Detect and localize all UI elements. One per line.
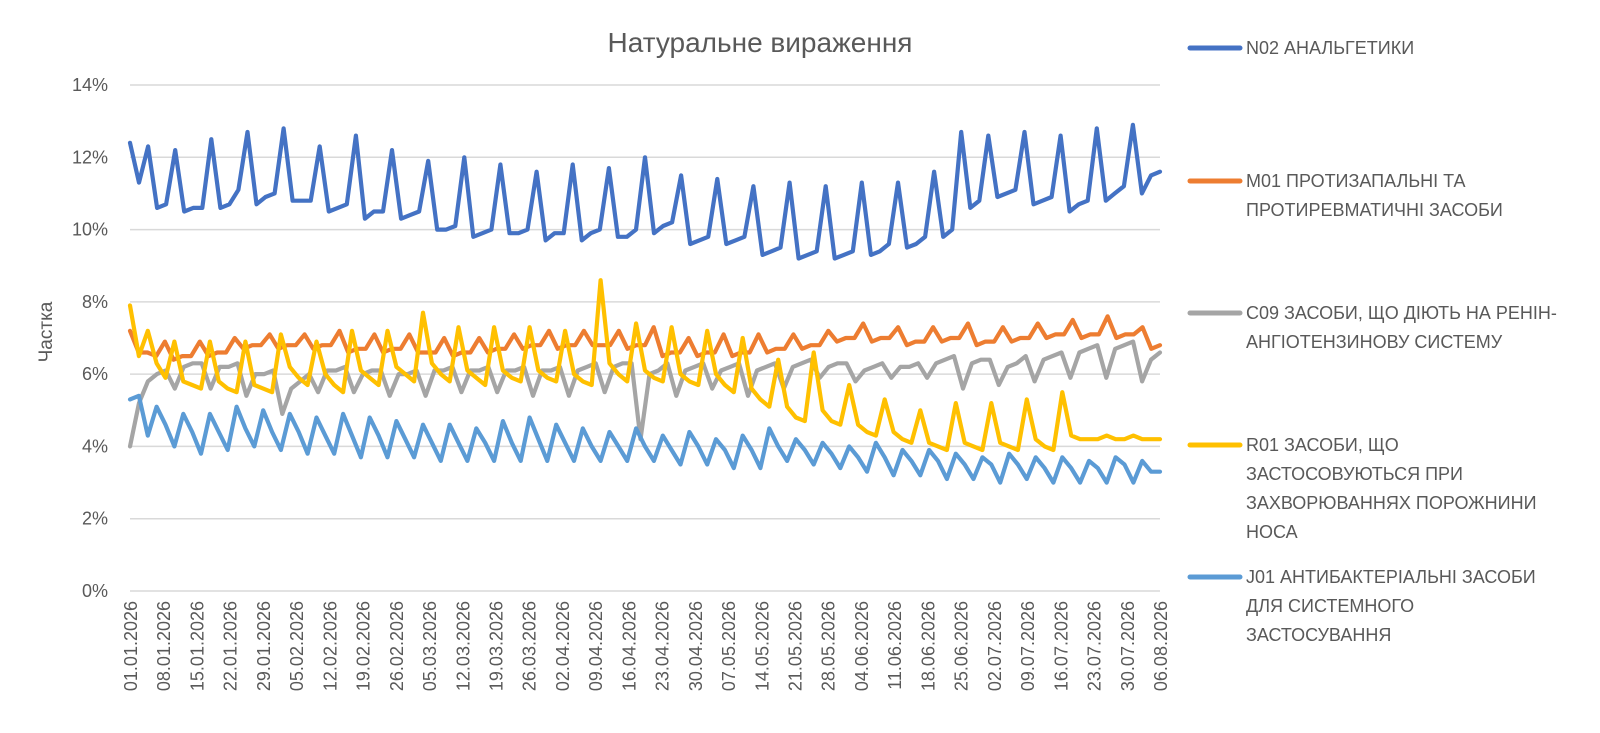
x-tick-label: 14.05.2026 bbox=[752, 601, 772, 691]
x-tick-label: 02.07.2026 bbox=[985, 601, 1005, 691]
x-tick-label: 06.08.2026 bbox=[1151, 601, 1171, 691]
x-tick-label: 04.06.2026 bbox=[852, 601, 872, 691]
x-tick-label: 01.01.2026 bbox=[121, 601, 141, 691]
x-tick-label: 11.06.2026 bbox=[885, 601, 905, 690]
x-tick-label: 23.07.2026 bbox=[1085, 601, 1105, 691]
x-tick-label: 19.02.2026 bbox=[354, 601, 374, 691]
x-tick-label: 26.03.2026 bbox=[520, 601, 540, 691]
series-line-3 bbox=[127, 278, 1163, 453]
legend-label-1: M01 ПРОТИЗАПАЛЬНІ ТА bbox=[1246, 171, 1466, 191]
y-tick-label: 10% bbox=[72, 220, 108, 240]
x-tick-label: 28.05.2026 bbox=[819, 601, 839, 691]
legend-label-2: АНГІОТЕНЗИНОВУ СИСТЕМУ bbox=[1246, 332, 1503, 352]
y-axis-label: Частка bbox=[36, 301, 57, 362]
x-tick-label: 23.04.2026 bbox=[653, 601, 673, 691]
y-tick-label: 4% bbox=[82, 436, 108, 456]
legend-label-4: ЗАСТОСУВАННЯ bbox=[1246, 625, 1391, 645]
x-tick-label: 22.01.2026 bbox=[221, 601, 241, 691]
legend-label-3: ЗАХВОРЮВАННЯХ ПОРОЖНИНИ bbox=[1246, 493, 1537, 513]
x-tick-label: 16.04.2026 bbox=[619, 601, 639, 691]
legend-label-0: N02 АНАЛЬГЕТИКИ bbox=[1246, 38, 1414, 58]
series-line-1 bbox=[127, 314, 1163, 362]
x-tick-label: 29.01.2026 bbox=[254, 601, 274, 691]
x-tick-label: 09.04.2026 bbox=[586, 601, 606, 691]
legend-label-1: ПРОТИРЕВМАТИЧНІ ЗАСОБИ bbox=[1246, 200, 1503, 220]
x-tick-labels: 01.01.2026 08.01.2026 15.01.2026 22.01.2026… bbox=[121, 601, 1171, 691]
x-tick-label: 09.07.2026 bbox=[1018, 601, 1038, 691]
x-tick-label: 21.05.2026 bbox=[786, 601, 806, 691]
x-tick-label: 26.02.2026 bbox=[387, 601, 407, 691]
x-tick-label: 16.07.2026 bbox=[1051, 601, 1071, 691]
series-line-4 bbox=[127, 393, 1163, 485]
legend-label-3: R01 ЗАСОБИ, ЩО bbox=[1246, 435, 1399, 455]
x-tick-label: 30.07.2026 bbox=[1118, 601, 1138, 691]
y-tick-labels: 0% 2% 4% 6% 8% 10% 12% 14% bbox=[72, 75, 108, 601]
x-tick-label: 08.01.2026 bbox=[154, 601, 174, 691]
y-tick-label: 2% bbox=[82, 509, 108, 529]
chart-title: Натуральне вираження bbox=[608, 27, 913, 58]
y-tick-label: 6% bbox=[82, 364, 108, 384]
legend-label-2: C09 ЗАСОБИ, ЩО ДІЮТЬ НА РЕНІН- bbox=[1246, 303, 1557, 323]
legend: N02 АНАЛЬГЕТИКИ M01 ПРОТИЗАПАЛЬНІ ТА ПРОТИ… bbox=[1187, 38, 1557, 645]
legend-label-3: НОСА bbox=[1246, 522, 1298, 542]
x-tick-label: 25.06.2026 bbox=[952, 601, 972, 691]
x-tick-label: 07.05.2026 bbox=[719, 601, 739, 691]
x-tick-label: 19.03.2026 bbox=[486, 601, 506, 691]
legend-label-4: ДЛЯ СИСТЕМНОГО bbox=[1246, 596, 1414, 616]
y-tick-label: 0% bbox=[82, 581, 108, 601]
series-line-0 bbox=[127, 122, 1163, 261]
series-lines bbox=[127, 122, 1163, 485]
legend-label-4: J01 АНТИБАКТЕРІАЛЬНІ ЗАСОБИ bbox=[1246, 567, 1536, 587]
y-tick-label: 12% bbox=[72, 147, 108, 167]
x-tick-label: 05.02.2026 bbox=[287, 601, 307, 691]
legend-label-3: ЗАСТОСОВУЮТЬСЯ ПРИ bbox=[1246, 464, 1463, 484]
x-tick-label: 12.02.2026 bbox=[320, 601, 340, 691]
x-tick-label: 15.01.2026 bbox=[187, 601, 207, 691]
x-tick-label: 05.03.2026 bbox=[420, 601, 440, 691]
y-tick-label: 8% bbox=[82, 292, 108, 312]
y-tick-label: 14% bbox=[72, 75, 108, 95]
x-tick-label: 30.04.2026 bbox=[686, 601, 706, 691]
x-tick-label: 18.06.2026 bbox=[918, 601, 938, 691]
x-tick-label: 12.03.2026 bbox=[453, 601, 473, 691]
x-tick-label: 02.04.2026 bbox=[553, 601, 573, 691]
